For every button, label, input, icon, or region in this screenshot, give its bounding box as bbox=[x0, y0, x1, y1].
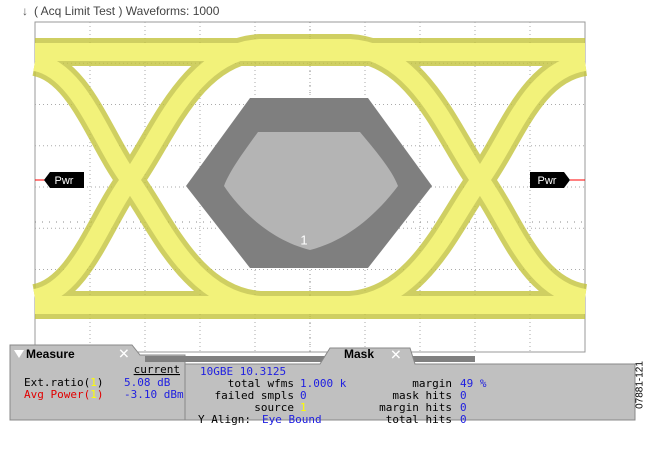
measure-label-prefix: Avg Power( bbox=[24, 388, 90, 401]
mask-tab[interactable]: Mask bbox=[344, 347, 374, 361]
measure-label: Avg Power(1) bbox=[24, 388, 103, 401]
mask-value: 0 bbox=[460, 413, 467, 426]
close-mask[interactable]: ✕ bbox=[390, 347, 402, 363]
right-marker-label: Pwr bbox=[538, 175, 557, 187]
mask-label: total hits bbox=[386, 413, 452, 426]
measure-value: -3.10 dBm bbox=[124, 388, 184, 401]
mask-label: Y Align: bbox=[198, 413, 251, 426]
mask-number: 1 bbox=[300, 232, 307, 247]
header-arrow: ↓ bbox=[22, 4, 28, 18]
panel-divider bbox=[145, 356, 475, 362]
header-title: ( Acq Limit Test ) Waveforms: 1000 bbox=[34, 4, 220, 18]
mask-value: Eye Bound bbox=[262, 413, 322, 426]
close-measure[interactable]: ✕ bbox=[118, 346, 130, 362]
measure-label-suffix: ) bbox=[97, 388, 104, 401]
column-header: current bbox=[134, 363, 180, 376]
scope-screen: ↓ ( Acq Limit Test ) Waveforms: 1000 1 P… bbox=[0, 0, 651, 450]
mask-value: 1.000 k bbox=[300, 377, 347, 390]
measure-label-source: 1 bbox=[90, 388, 97, 401]
figure-id: 07881-121 bbox=[635, 361, 646, 409]
page: ↓ ( Acq Limit Test ) Waveforms: 1000 1 P… bbox=[0, 0, 651, 450]
measure-tab[interactable]: Measure bbox=[26, 347, 75, 361]
left-marker-label: Pwr bbox=[55, 175, 74, 187]
